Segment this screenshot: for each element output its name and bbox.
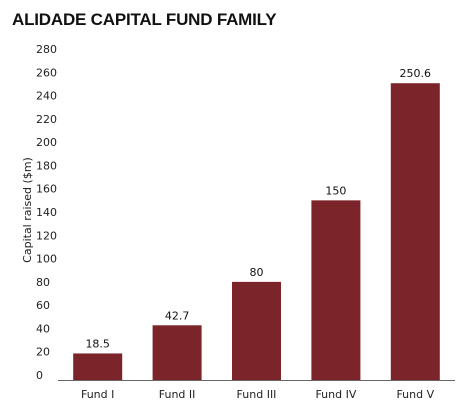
- y-tick-label: 220: [36, 113, 57, 126]
- y-tick-label: 160: [36, 183, 57, 196]
- category-labels: Fund I Fund II Fund III Fund IV Fund V: [81, 388, 435, 401]
- y-tick-label: 200: [36, 136, 57, 149]
- bar: [73, 353, 123, 380]
- data-label: 250.6: [400, 67, 432, 80]
- category-label: Fund III: [237, 388, 277, 401]
- y-tick-label: 40: [36, 322, 50, 335]
- y-axis-ticks: 0 20 40 60 80 100 120 140 160 180 200 220 240 260 280: [36, 43, 57, 382]
- data-labels: 18.5 42.7 80 150 250.6: [85, 67, 431, 350]
- bar: [152, 325, 202, 380]
- category-label: Fund V: [396, 388, 434, 401]
- category-label: Fund II: [159, 388, 196, 401]
- data-label: 42.7: [165, 309, 190, 322]
- data-label: 18.5: [85, 337, 110, 350]
- y-tick-label: 60: [36, 299, 50, 312]
- bars: [73, 83, 440, 380]
- category-label: Fund IV: [315, 388, 356, 401]
- y-tick-label: 80: [36, 276, 50, 289]
- y-axis-title: Capital raised ($m): [21, 157, 34, 263]
- bar: [232, 281, 281, 380]
- y-tick-label: 0: [36, 369, 43, 382]
- y-tick-label: 20: [36, 346, 50, 359]
- y-tick-label: 120: [36, 229, 57, 242]
- bar: [311, 200, 361, 380]
- y-tick-label: 180: [36, 159, 57, 172]
- y-tick-label: 240: [36, 90, 57, 103]
- y-tick-label: 140: [36, 206, 57, 219]
- data-label: 150: [325, 184, 346, 197]
- category-label: Fund I: [81, 388, 114, 401]
- data-label: 80: [250, 266, 264, 279]
- y-tick-label: 280: [36, 43, 57, 56]
- chart-title: ALIDADE CAPITAL FUND FAMILY: [12, 10, 277, 29]
- bar: [390, 83, 440, 380]
- y-tick-label: 260: [36, 66, 57, 79]
- y-tick-label: 100: [36, 253, 57, 266]
